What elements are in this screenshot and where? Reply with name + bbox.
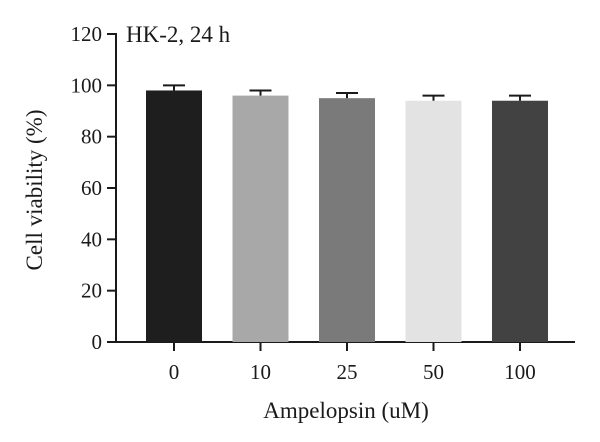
- x-tick-label: 100: [504, 360, 536, 384]
- x-tick-label: 0: [169, 360, 180, 384]
- x-tick-label: 50: [423, 360, 444, 384]
- bars-group: [146, 84, 548, 343]
- y-axis-label: Cell viability (%): [22, 110, 47, 271]
- x-tick-label: 10: [250, 360, 271, 384]
- y-tick-label: 0: [92, 330, 103, 354]
- bar-0: [146, 90, 202, 342]
- y-tick-label: 80: [81, 125, 102, 149]
- chart-annotation: HK-2, 24 h: [126, 22, 231, 47]
- bar-50: [405, 100, 462, 342]
- bar-25: [319, 98, 375, 343]
- bar-100: [492, 100, 548, 342]
- x-tick-label: 25: [337, 360, 358, 384]
- bar-10: [232, 95, 289, 342]
- y-tick-label: 20: [81, 279, 102, 303]
- y-tick-label: 120: [71, 22, 103, 46]
- y-tick-label: 60: [81, 176, 102, 200]
- x-axis: 0 10 25 50 100: [116, 341, 575, 384]
- y-tick-label: 40: [81, 227, 102, 251]
- y-axis: 0 20 40 60 80 100 120: [71, 22, 117, 354]
- y-tick-label: 100: [71, 73, 103, 97]
- x-axis-label: Ampelopsin (uM): [263, 398, 428, 423]
